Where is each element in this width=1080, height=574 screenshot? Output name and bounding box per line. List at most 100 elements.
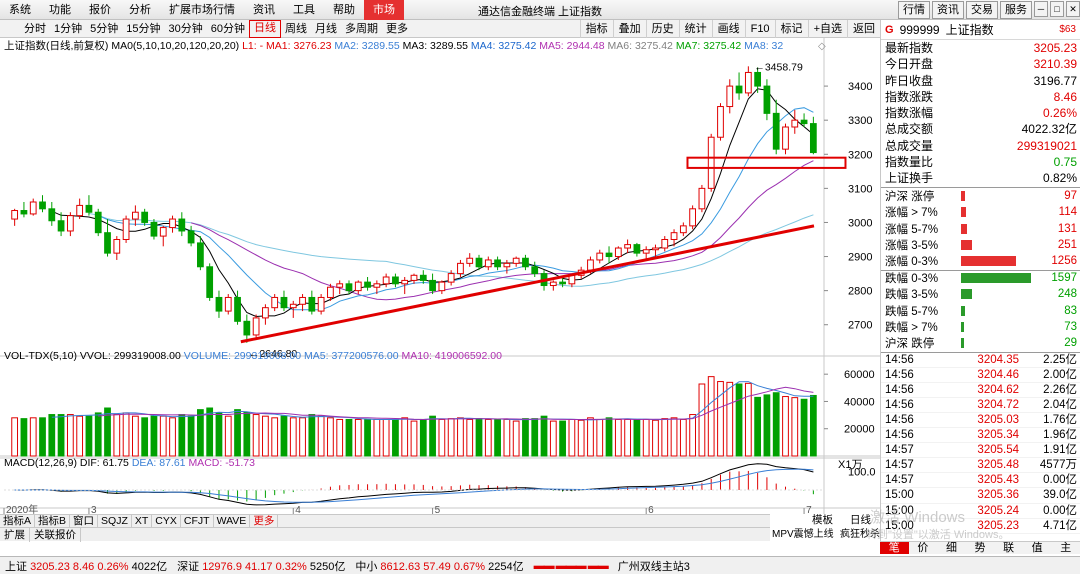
- menu-item-5[interactable]: 资讯: [253, 3, 275, 16]
- period-tab-3[interactable]: 15分钟: [126, 22, 161, 35]
- candle-body[interactable]: [698, 187, 706, 210]
- candle-body[interactable]: [661, 239, 669, 249]
- candle-body[interactable]: [809, 123, 817, 154]
- candle-body[interactable]: [522, 257, 529, 268]
- tool-button-0[interactable]: 指标: [579, 20, 613, 38]
- period-tab-0[interactable]: 分时: [24, 22, 46, 35]
- period-tab-7[interactable]: 周线: [285, 22, 307, 35]
- candle-body[interactable]: [512, 257, 520, 264]
- indicator-tab-6[interactable]: CFJT: [181, 514, 214, 528]
- candle-body[interactable]: [150, 221, 158, 237]
- menu-item-1[interactable]: 功能: [49, 3, 71, 16]
- menu-item-8[interactable]: 市场: [364, 0, 404, 20]
- candle-body[interactable]: [689, 208, 696, 227]
- sub-tab-0[interactable]: 扩展: [0, 527, 30, 542]
- tick-row[interactable]: 14:56 3204.35 2.25亿: [881, 353, 1080, 368]
- tool-button-2[interactable]: 历史: [645, 20, 679, 38]
- candle-body[interactable]: [763, 85, 771, 114]
- indicator-tab-0[interactable]: 指标A: [0, 514, 36, 528]
- tick-row[interactable]: 14:57 3205.54 1.91亿: [881, 443, 1080, 459]
- kline-chart[interactable]: 2700 2800 2900 3000 3100 3200 3300 3400 ←3458.79…: [0, 38, 880, 514]
- kline-chart-area[interactable]: 2700 2800 2900 3000 3100 3200 3300 3400 ←3458.79…: [0, 38, 880, 514]
- candle-body[interactable]: [317, 296, 325, 312]
- candle-body[interactable]: [447, 273, 455, 283]
- candle-body[interactable]: [280, 296, 288, 309]
- candle-body[interactable]: [104, 232, 111, 254]
- candle-body[interactable]: [345, 283, 353, 292]
- candle-body[interactable]: [373, 283, 381, 288]
- tick-row[interactable]: 15:00 3205.23 4.71亿: [881, 519, 1080, 534]
- indicator-tab-1[interactable]: 指标B: [35, 514, 71, 528]
- candle-body[interactable]: [132, 211, 139, 220]
- candle-body[interactable]: [531, 266, 539, 275]
- news-button[interactable]: 资讯: [932, 1, 964, 19]
- diamond-icon[interactable]: ◇: [818, 41, 826, 52]
- tool-button-6[interactable]: 标记: [774, 20, 808, 38]
- candle-body[interactable]: [466, 257, 474, 264]
- quote-tab-2[interactable]: 细: [945, 542, 957, 554]
- menu-item-6[interactable]: 工具: [293, 3, 315, 16]
- mpv-button[interactable]: MPV震憾上线: [772, 529, 834, 540]
- quote-tab-1[interactable]: 价: [917, 542, 929, 554]
- candle-body[interactable]: [429, 279, 436, 292]
- candle-body[interactable]: [48, 208, 56, 222]
- menu-item-0[interactable]: 系统: [9, 3, 31, 16]
- tick-row[interactable]: 14:56 3204.62 2.26亿: [881, 383, 1080, 398]
- candle-body[interactable]: [419, 274, 427, 281]
- quote-tab-5[interactable]: 值: [1031, 542, 1043, 554]
- period-tab-2[interactable]: 5分钟: [90, 22, 119, 35]
- period-tab-6[interactable]: 日线: [249, 19, 281, 38]
- candle-body[interactable]: [66, 215, 74, 232]
- candle-body[interactable]: [392, 276, 399, 285]
- candle-body[interactable]: [782, 126, 789, 150]
- support-box[interactable]: [686, 156, 847, 169]
- tick-row[interactable]: 14:57 3205.48 4577万: [881, 458, 1080, 474]
- candle-body[interactable]: [308, 296, 316, 312]
- candle-body[interactable]: [382, 276, 390, 285]
- candle-body[interactable]: [187, 230, 195, 244]
- tick-list[interactable]: 14:56 3204.35 2.25亿 14:56 3204.46 2.00亿 14:56 3…: [881, 353, 1080, 534]
- candle-body[interactable]: [772, 112, 780, 150]
- candle-body[interactable]: [224, 296, 232, 312]
- period-tab-10[interactable]: 更多: [386, 22, 408, 35]
- candle-body[interactable]: [215, 296, 223, 312]
- candle-body[interactable]: [94, 211, 102, 234]
- candle-body[interactable]: [475, 257, 483, 268]
- close-icon[interactable]: ✕: [1066, 1, 1080, 17]
- quote-tab-4[interactable]: 联: [1003, 542, 1015, 554]
- indicator-tab-3[interactable]: SQJZ: [98, 514, 132, 528]
- zx-index[interactable]: 中小 8612.63 57.49 0.67% 2254亿: [355, 560, 524, 573]
- tick-row[interactable]: 15:00 3205.24 0.00亿: [881, 504, 1080, 519]
- tool-button-5[interactable]: F10: [744, 20, 775, 38]
- candle-body[interactable]: [354, 281, 362, 292]
- menu-item-2[interactable]: 报价: [89, 3, 111, 16]
- indicator-tab-7[interactable]: WAVE: [214, 514, 251, 528]
- candle-body[interactable]: [178, 218, 186, 232]
- candle-body[interactable]: [410, 274, 418, 281]
- candle-body[interactable]: [336, 283, 344, 288]
- tool-button-3[interactable]: 统计: [678, 20, 712, 38]
- candle-body[interactable]: [559, 281, 566, 285]
- candle-body[interactable]: [605, 252, 613, 258]
- candle-body[interactable]: [289, 303, 297, 309]
- tick-row[interactable]: 14:56 3204.46 2.00亿: [881, 368, 1080, 383]
- candle-body[interactable]: [707, 136, 715, 189]
- quote-button[interactable]: 行情: [898, 1, 930, 19]
- candle-body[interactable]: [735, 85, 743, 94]
- candle-body[interactable]: [624, 244, 631, 249]
- sz-index[interactable]: 深证 12976.9 41.17 0.32% 5250亿: [177, 560, 346, 573]
- tick-row[interactable]: 14:56 3204.72 2.04亿: [881, 398, 1080, 413]
- period-tab-9[interactable]: 多周期: [345, 22, 378, 35]
- candle-body[interactable]: [791, 119, 799, 128]
- indicator-tab-8[interactable]: 更多: [250, 514, 279, 528]
- daily-button[interactable]: 日线: [850, 514, 871, 526]
- candle-body[interactable]: [206, 266, 214, 298]
- candle-body[interactable]: [271, 296, 279, 309]
- candle-body[interactable]: [614, 247, 622, 258]
- candle-body[interactable]: [652, 247, 659, 251]
- candle-body[interactable]: [327, 286, 334, 298]
- candle-body[interactable]: [754, 71, 762, 87]
- candle-body[interactable]: [503, 262, 511, 268]
- candle-body[interactable]: [197, 242, 204, 268]
- menu-item-7[interactable]: 帮助: [333, 3, 355, 16]
